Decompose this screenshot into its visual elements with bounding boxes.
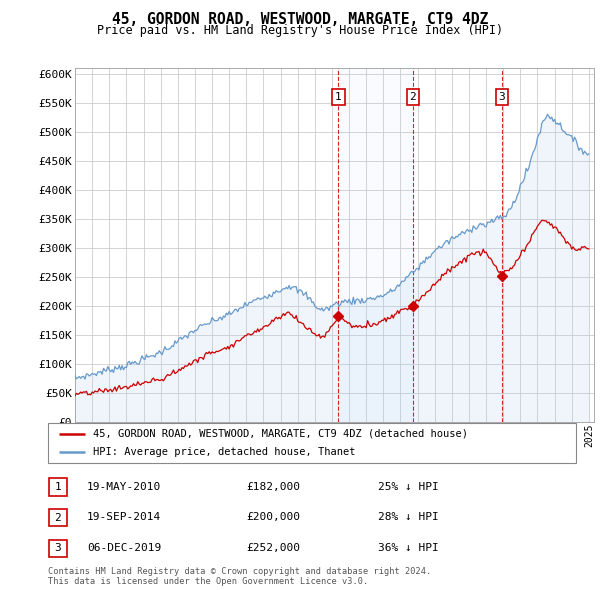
Text: 28% ↓ HPI: 28% ↓ HPI: [378, 513, 439, 522]
Text: 2: 2: [55, 513, 61, 523]
Text: 25% ↓ HPI: 25% ↓ HPI: [378, 482, 439, 491]
Text: 45, GORDON ROAD, WESTWOOD, MARGATE, CT9 4DZ (detached house): 45, GORDON ROAD, WESTWOOD, MARGATE, CT9 …: [93, 429, 468, 439]
Text: 3: 3: [499, 92, 505, 102]
Text: 1: 1: [335, 92, 342, 102]
FancyBboxPatch shape: [48, 423, 576, 463]
Text: 2: 2: [409, 92, 416, 102]
Text: 06-DEC-2019: 06-DEC-2019: [87, 543, 161, 553]
Text: HPI: Average price, detached house, Thanet: HPI: Average price, detached house, Than…: [93, 447, 355, 457]
Text: £252,000: £252,000: [246, 543, 300, 553]
Text: 19-MAY-2010: 19-MAY-2010: [87, 482, 161, 491]
FancyBboxPatch shape: [49, 478, 67, 496]
Text: 36% ↓ HPI: 36% ↓ HPI: [378, 543, 439, 553]
Text: 1: 1: [55, 482, 61, 492]
Text: 45, GORDON ROAD, WESTWOOD, MARGATE, CT9 4DZ: 45, GORDON ROAD, WESTWOOD, MARGATE, CT9 …: [112, 12, 488, 27]
FancyBboxPatch shape: [49, 509, 67, 526]
Text: £200,000: £200,000: [246, 513, 300, 522]
Bar: [338, 68, 413, 422]
Text: £182,000: £182,000: [246, 482, 300, 491]
Text: 19-SEP-2014: 19-SEP-2014: [87, 513, 161, 522]
Text: Price paid vs. HM Land Registry's House Price Index (HPI): Price paid vs. HM Land Registry's House …: [97, 24, 503, 37]
Text: Contains HM Land Registry data © Crown copyright and database right 2024.
This d: Contains HM Land Registry data © Crown c…: [48, 567, 431, 586]
Text: 3: 3: [55, 543, 61, 553]
FancyBboxPatch shape: [49, 540, 67, 557]
